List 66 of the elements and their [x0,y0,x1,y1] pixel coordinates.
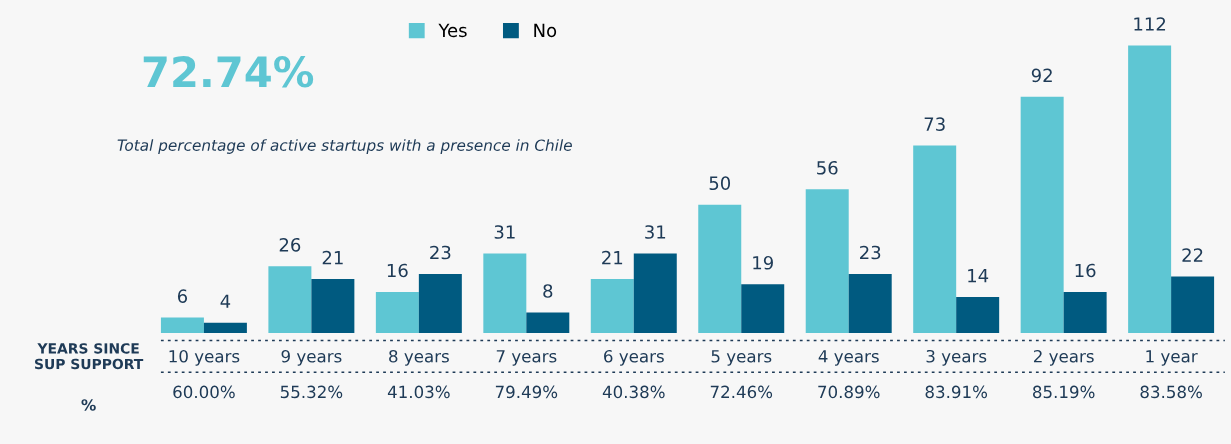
bar [590,279,634,333]
data-label: 21 [322,250,343,265]
bar [1063,291,1107,333]
data-label: 23 [430,245,451,260]
data-label: 26 [279,237,301,252]
bar [160,317,204,333]
text: 79.49% [495,385,558,399]
data-label: 21 [602,250,623,265]
bar [741,284,785,333]
data-label: 112 [1134,17,1166,31]
text: % [81,399,96,411]
x-tick-label: 4 years [818,350,879,366]
bar [848,273,892,333]
text: 83.58% [1140,385,1202,399]
data-label: 16 [1075,263,1096,278]
legend-label: No [534,23,557,38]
data-label: 4 [220,294,231,308]
text: 70.89% [818,385,880,399]
annotation: Total percentage of active startups with a presence in Chile [117,139,572,154]
data-label: 19 [753,255,773,270]
text: 41.03% [387,385,450,399]
bar [1128,45,1172,333]
bar [913,145,957,333]
bar [956,297,1000,333]
bar [1020,96,1064,333]
data-label: 14 [968,269,989,283]
annotation: 72.74% [143,56,314,88]
x-tick-label: 10 years [169,349,240,366]
bar [633,253,677,333]
bar [268,266,312,333]
text: 40.38% [602,385,665,399]
legend-label: Yes [438,23,467,38]
bar [418,273,462,333]
data-label: 16 [387,263,408,278]
bar [203,322,247,333]
x-tick-label: 9 years [281,349,342,366]
x-tick-label: 3 years [926,349,987,366]
bar [311,279,355,333]
text: 85.19% [1033,385,1095,399]
data-label: 23 [860,245,881,260]
data-label: 31 [645,225,666,239]
text: 55.32% [280,385,343,399]
x-tick-label: 2 years [1033,349,1094,366]
text: 83.91% [925,385,988,399]
text: 60.00% [173,385,235,399]
bar [698,204,742,333]
bar [805,189,849,333]
x-axis-title: YEARS SINCE SUP SUPPORT [34,343,144,370]
x-tick-label: 5 years [711,350,772,366]
data-label: 50 [709,176,731,191]
bar [1171,276,1215,333]
x-tick-label: 6 years [604,349,664,366]
x-tick-label: 8 years [389,349,449,366]
data-label: 92 [1031,68,1052,83]
data-label: 6 [177,289,188,303]
x-tick-label: 1 year [1146,350,1198,366]
data-label: 8 [543,284,553,298]
bar [375,291,419,333]
x-tick-label: 7 years [496,350,557,366]
bar [526,312,570,333]
text: 72.46% [710,385,773,399]
data-label: 56 [817,160,838,175]
data-label: 73 [924,117,945,131]
data-label: 22 [1182,248,1203,262]
bar [483,253,527,333]
data-label: 31 [494,225,515,239]
